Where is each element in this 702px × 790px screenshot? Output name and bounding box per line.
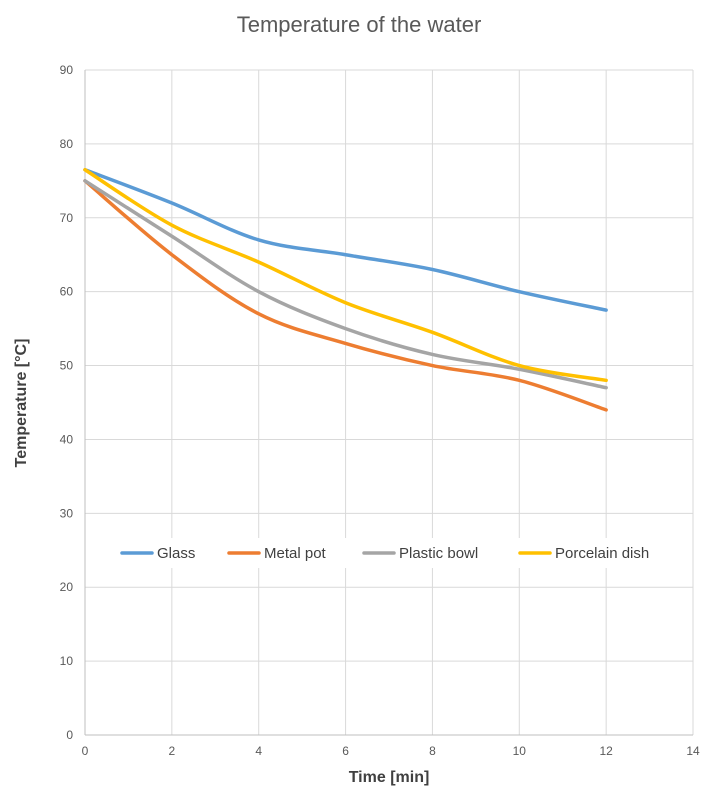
y-tick-label: 60 [60, 285, 74, 299]
y-tick-label: 50 [60, 359, 74, 373]
x-tick-label: 0 [82, 744, 89, 758]
y-tick-label: 20 [60, 580, 74, 594]
x-tick-label: 2 [169, 744, 176, 758]
legend-item-porcelain-dish: Porcelain dish [518, 545, 649, 562]
legend: Glass Metal pot Plastic bowl Porcelain dish [110, 538, 666, 568]
gridlines [85, 69, 694, 735]
y-axis-label: Temperature [°C] [13, 339, 30, 468]
series-line-glass [83, 168, 608, 312]
legend-item-glass: Glass [120, 545, 195, 562]
x-tick-label: 4 [255, 744, 262, 758]
legend-label: Porcelain dish [555, 545, 649, 562]
x-tick-label: 14 [686, 744, 700, 758]
legend-label: Glass [157, 545, 195, 562]
x-tick-label: 10 [513, 744, 527, 758]
legend-label: Plastic bowl [399, 545, 478, 562]
series-line-metal-pot [83, 179, 608, 412]
series-lines [83, 168, 608, 412]
legend-item-plastic-bowl: Plastic bowl [362, 545, 478, 562]
y-tick-label: 0 [66, 728, 73, 742]
legend-item-metal-pot: Metal pot [227, 545, 327, 562]
x-axis-label: Time [min] [349, 769, 430, 786]
legend-label: Metal pot [264, 545, 327, 562]
y-tick-label: 30 [60, 506, 74, 520]
tick-labels: 0 10 20 30 40 50 60 70 80 90 0 2 4 6 8 10 12 14 [60, 63, 700, 758]
y-tick-label: 80 [60, 137, 74, 151]
y-tick-label: 40 [60, 432, 74, 446]
x-tick-label: 6 [342, 744, 349, 758]
series-line-porcelain-dish [83, 168, 608, 383]
x-tick-label: 8 [429, 744, 436, 758]
y-tick-label: 10 [60, 654, 74, 668]
x-tick-label: 12 [599, 744, 613, 758]
series-line-plastic-bowl [83, 179, 608, 390]
chart-title: Temperature of the water [237, 12, 482, 37]
y-tick-label: 90 [60, 63, 74, 77]
y-tick-label: 70 [60, 211, 74, 225]
